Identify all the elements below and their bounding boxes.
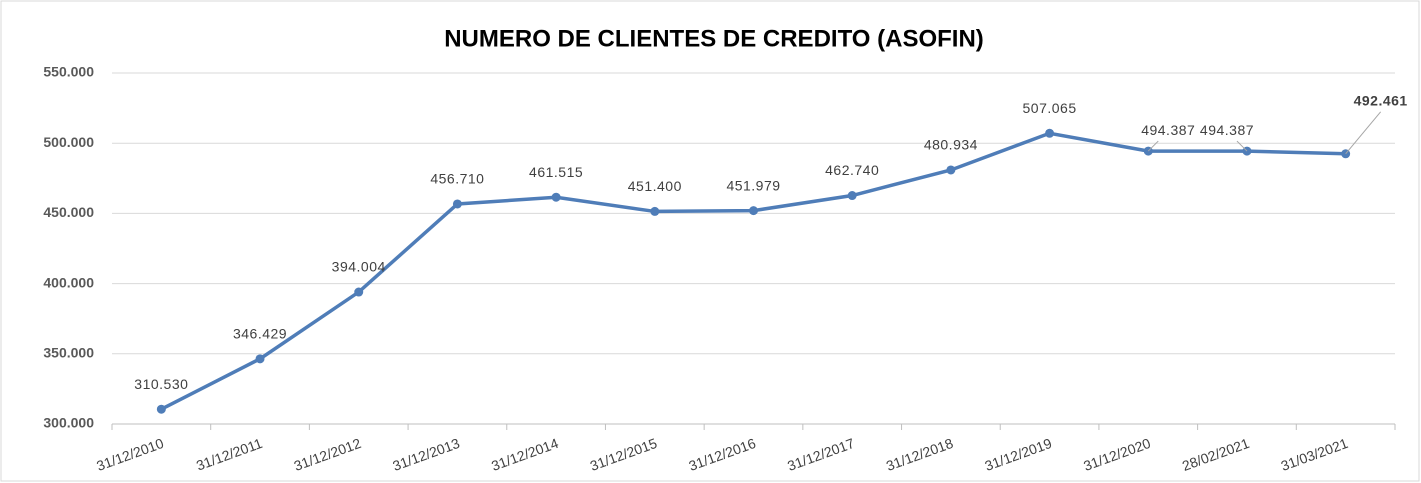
point	[156, 404, 166, 414]
data-label: 461.515	[529, 164, 583, 180]
data-label: 492.461	[1354, 92, 1408, 108]
data-label: 494.387	[1200, 122, 1254, 138]
chart-title: NUMERO DE CLIENTES DE CREDITO (ASOFIN)	[444, 25, 984, 52]
y-tick-label: 300.000	[43, 415, 94, 431]
leader-line	[1236, 140, 1248, 152]
point	[946, 165, 956, 175]
point	[847, 191, 857, 201]
data-label: 494.387	[1141, 122, 1195, 138]
data-label: 394.004	[332, 259, 386, 275]
point	[1045, 128, 1055, 138]
data-label: 346.429	[233, 326, 287, 342]
data-label: 310.530	[134, 376, 188, 392]
point	[255, 354, 265, 364]
y-tick-label: 450.000	[43, 204, 94, 220]
leader-line	[1345, 111, 1382, 155]
point	[749, 206, 758, 216]
point	[650, 206, 660, 216]
point	[354, 287, 364, 297]
data-label: 451.979	[726, 177, 780, 193]
y-tick-label: 400.000	[43, 274, 94, 290]
y-tick-label: 550.000	[43, 64, 94, 80]
data-label: 480.934	[924, 137, 978, 153]
y-tick-label: 500.000	[43, 134, 94, 150]
point	[452, 199, 462, 209]
data-label: 451.400	[628, 178, 682, 194]
data-label: 462.740	[825, 162, 879, 178]
data-label: 456.710	[430, 171, 484, 187]
point	[551, 192, 561, 202]
y-tick-label: 350.000	[43, 345, 94, 361]
data-label: 507.065	[1023, 100, 1077, 116]
leader-line	[1147, 140, 1159, 152]
